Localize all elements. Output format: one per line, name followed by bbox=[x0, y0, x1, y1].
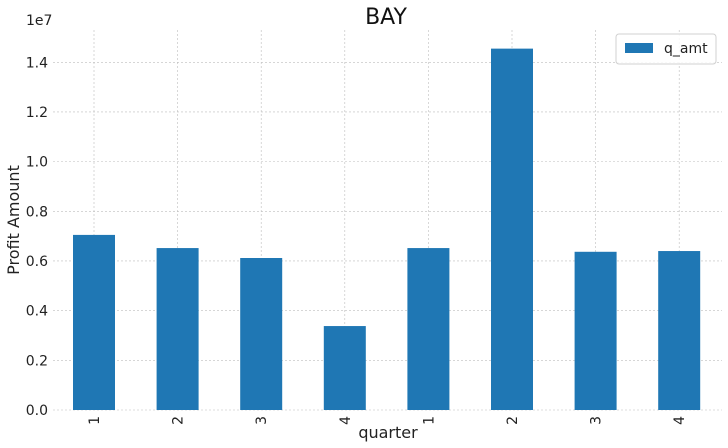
bar bbox=[156, 248, 199, 410]
bar bbox=[240, 258, 283, 410]
y-tick-label: 0.8 bbox=[26, 204, 48, 220]
x-tick-label: 1 bbox=[87, 416, 103, 425]
x-tick-label: 2 bbox=[171, 416, 187, 425]
y-tick-label: 0.2 bbox=[26, 353, 48, 369]
x-tick-label: 2 bbox=[505, 416, 521, 425]
y-tick-label: 0.6 bbox=[26, 254, 48, 270]
x-tick-label: 3 bbox=[589, 416, 605, 425]
x-tick-label: 1 bbox=[421, 416, 437, 425]
x-axis-label: quarter bbox=[358, 423, 418, 442]
y-tick-label: 1.2 bbox=[26, 105, 48, 121]
bar bbox=[491, 48, 533, 411]
bars-group bbox=[73, 48, 701, 411]
y-axis-label: Profit Amount bbox=[4, 165, 23, 275]
y-tick-label: 1.0 bbox=[26, 155, 48, 171]
y-tick-label: 0.4 bbox=[26, 304, 48, 320]
y-tick-label: 1.4 bbox=[26, 55, 48, 71]
y-ticks: 0.0 0.2 0.4 0.6 0.8 1.0 1.2 1.4 bbox=[26, 55, 48, 419]
bar bbox=[323, 326, 366, 410]
x-ticks: 1 2 3 4 1 2 3 4 bbox=[87, 416, 688, 425]
bar bbox=[73, 234, 115, 410]
x-tick-label: 4 bbox=[338, 416, 354, 425]
y-axis-offset-text: 1e7 bbox=[26, 13, 52, 29]
x-tick-label: 4 bbox=[672, 416, 688, 425]
legend: q_amt bbox=[615, 33, 717, 65]
legend-label-q-amt: q_amt bbox=[664, 41, 708, 57]
legend-swatch-q-amt bbox=[625, 43, 653, 53]
bar bbox=[407, 248, 450, 410]
legend-frame bbox=[615, 33, 717, 65]
bar bbox=[574, 251, 617, 410]
bar bbox=[658, 251, 701, 410]
x-tick-label: 3 bbox=[254, 416, 270, 425]
y-tick-label: 0.0 bbox=[26, 403, 48, 419]
chart-title: BAY bbox=[365, 5, 407, 30]
